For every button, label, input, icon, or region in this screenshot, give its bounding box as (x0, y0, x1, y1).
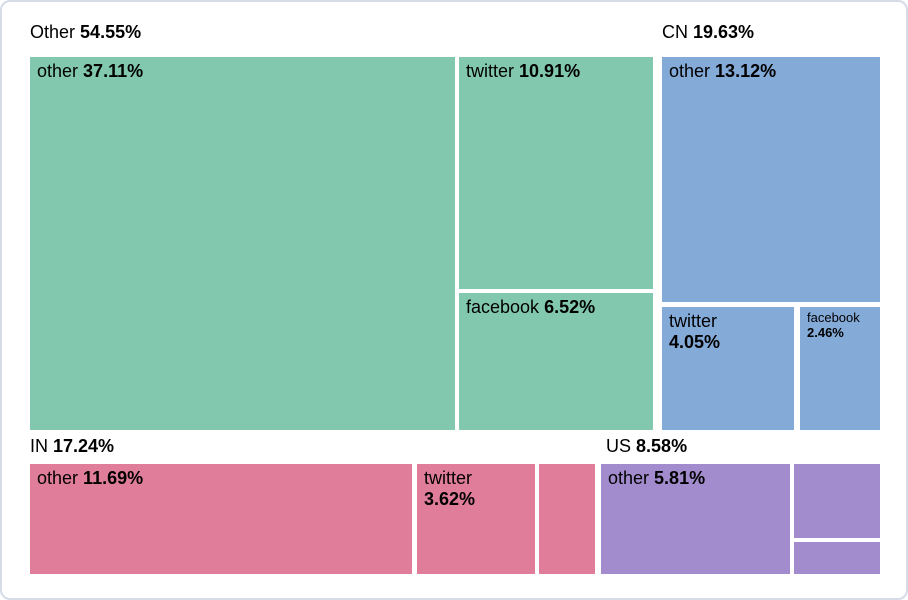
cell-share: 11.69% (83, 468, 144, 488)
cell-share: 2.46% (807, 325, 844, 340)
cell-label: facebook (466, 297, 540, 317)
group-label-cn: CN 19.63% (662, 21, 754, 43)
group-label-us: US 8.58% (606, 435, 687, 457)
group-share: 8.58% (636, 436, 688, 456)
cell-cn-other[interactable]: other 13.12% (662, 57, 880, 302)
group-share: 54.55% (80, 22, 142, 42)
cell-us-unlabeled-1[interactable] (794, 464, 880, 538)
group-label-in: IN 17.24% (30, 435, 114, 457)
cell-label: other (608, 468, 650, 488)
group-name: Other (30, 22, 76, 42)
cell-label: other (37, 61, 79, 81)
cell-share: 5.81% (654, 468, 706, 488)
cell-share: 3.62% (424, 489, 476, 509)
cell-label: twitter (466, 61, 515, 81)
cell-other-twitter[interactable]: twitter 10.91% (459, 57, 653, 289)
cell-label: twitter (669, 311, 718, 331)
cell-label: other (37, 468, 79, 488)
cell-cn-facebook[interactable]: facebook 2.46% (800, 307, 880, 430)
cell-share: 37.11% (83, 61, 144, 81)
group-name: US (606, 436, 632, 456)
cell-share: 10.91% (519, 61, 581, 81)
cell-label: twitter (424, 468, 473, 488)
group-share: 19.63% (693, 22, 755, 42)
cell-us-other[interactable]: other 5.81% (601, 464, 790, 574)
cell-label: facebook (807, 310, 860, 325)
cell-other-other[interactable]: other 37.11% (30, 57, 455, 430)
cell-share: 6.52% (544, 297, 596, 317)
cell-in-other[interactable]: other 11.69% (30, 464, 412, 574)
group-name: IN (30, 436, 48, 456)
group-name: CN (662, 22, 688, 42)
group-label-other: Other 54.55% (30, 21, 141, 43)
cell-cn-twitter[interactable]: twitter 4.05% (662, 307, 794, 430)
cell-in-twitter[interactable]: twitter 3.62% (417, 464, 535, 574)
cell-share: 13.12% (715, 61, 777, 81)
cell-in-unlabeled[interactable] (539, 464, 595, 574)
cell-label: other (669, 61, 711, 81)
cell-us-unlabeled-2[interactable] (794, 542, 880, 574)
group-share: 17.24% (53, 436, 115, 456)
cell-other-facebook[interactable]: facebook 6.52% (459, 293, 653, 430)
cell-share: 4.05% (669, 332, 721, 352)
